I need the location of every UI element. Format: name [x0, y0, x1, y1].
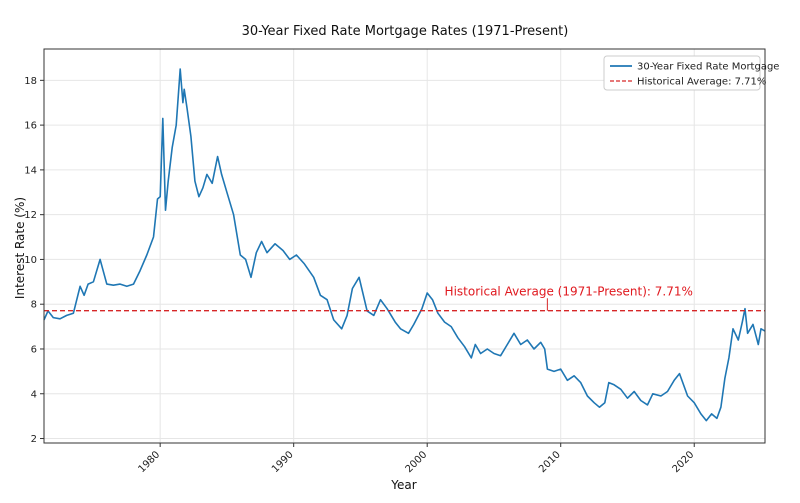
- x-axis-label: Year: [390, 478, 416, 492]
- y-tick-label: 10: [24, 255, 37, 266]
- legend-entry-label: 30-Year Fixed Rate Mortgage: [637, 62, 779, 73]
- y-axis-label: Interest Rate (%): [13, 197, 27, 299]
- y-tick-label: 2: [31, 434, 37, 445]
- series-layer: [43, 68, 766, 422]
- y-tick-label: 18: [24, 76, 37, 87]
- series-line-mortgage-rate: [43, 68, 766, 422]
- y-tick-label: 6: [31, 344, 37, 355]
- grid-lines: [44, 49, 765, 443]
- y-tick-label: 14: [24, 165, 37, 176]
- annotation-layer: Historical Average (1971-Present): 7.71%: [445, 284, 693, 311]
- y-tick-label: 16: [24, 121, 37, 132]
- annotation-text: Historical Average (1971-Present): 7.71%: [445, 284, 693, 298]
- legend: 30-Year Fixed Rate Mortgage Historical Av…: [603, 55, 779, 91]
- y-tick-label: 12: [24, 210, 37, 221]
- plot-frame: [43, 48, 766, 444]
- y-tick-label: 8: [31, 300, 37, 311]
- legend-box: [603, 55, 761, 91]
- y-tick-label: 4: [31, 389, 37, 400]
- legend-entry-label: Historical Average: 7.71%: [637, 77, 766, 88]
- chart-title: 30-Year Fixed Rate Mortgage Rates (1971-…: [242, 24, 569, 39]
